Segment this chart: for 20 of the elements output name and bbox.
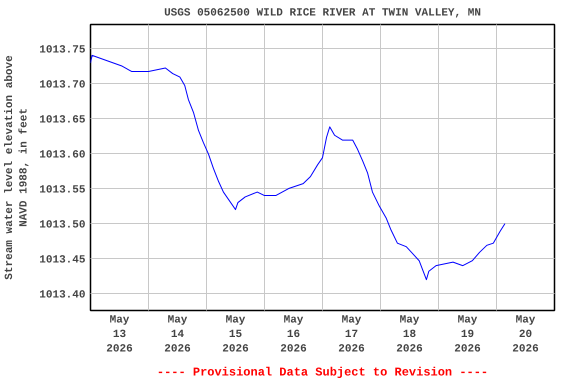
x-tick-label: May 19 2026 bbox=[454, 314, 481, 356]
text: ---- Provisional Data Subject to Revision ---- bbox=[156, 366, 488, 380]
chart-title: USGS 05062500 WILD RICE RIVER AT TWIN VALLEY, MN bbox=[164, 8, 481, 20]
y-axis-title: Stream water level elevation above NAVD 1988, in feet bbox=[4, 54, 30, 280]
y-tick-label: 1013.65 bbox=[39, 114, 86, 126]
line-series bbox=[90, 54, 506, 280]
x-tick-label: May 14 2026 bbox=[164, 314, 191, 356]
x-tick-label: May 18 2026 bbox=[396, 314, 423, 356]
y-tick-label: 1013.40 bbox=[39, 290, 86, 302]
y-tick-label: 1013.60 bbox=[39, 149, 86, 162]
y-tick-label: 1013.50 bbox=[39, 220, 86, 232]
x-tick-label: May 16 2026 bbox=[280, 314, 307, 356]
y-tick-label: 1013.75 bbox=[39, 44, 86, 56]
x-tick-label: May 17 2026 bbox=[338, 314, 365, 356]
x-tick-label: May 20 2026 bbox=[512, 314, 539, 356]
y-tick-label: 1013.55 bbox=[39, 184, 86, 197]
y-tick-label: 1013.45 bbox=[39, 254, 86, 267]
x-tick-label: May 15 2026 bbox=[222, 314, 249, 356]
x-tick-label: May 13 2026 bbox=[106, 314, 133, 356]
y-tick-label: 1013.70 bbox=[39, 79, 86, 92]
